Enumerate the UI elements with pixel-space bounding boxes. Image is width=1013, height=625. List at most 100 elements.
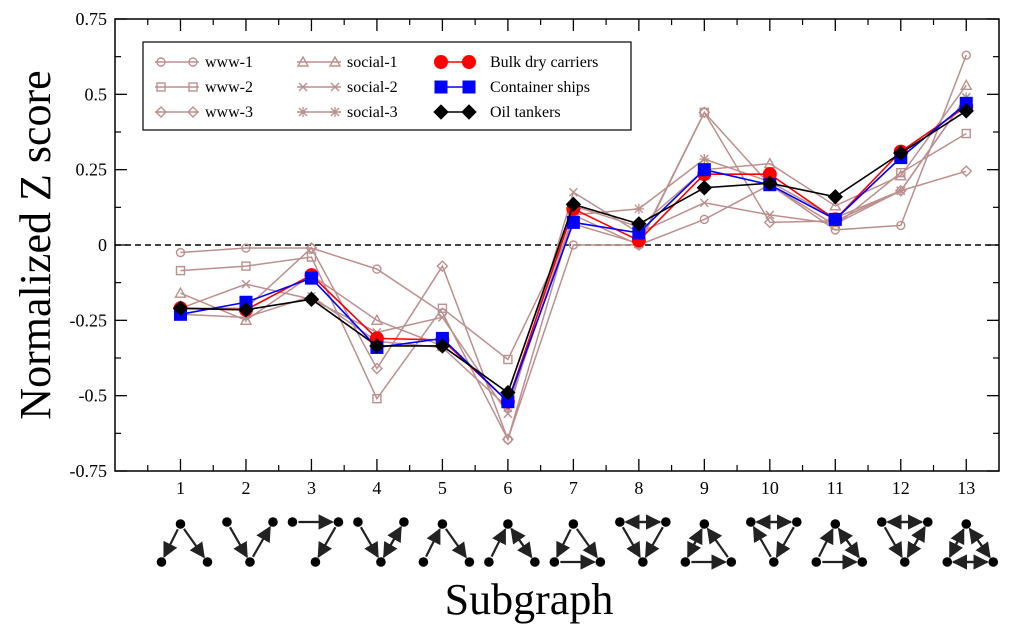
- data-point-social-2: [437, 312, 447, 322]
- motif-node: [549, 557, 560, 567]
- motif-edge: [252, 525, 271, 558]
- legend-label-container-ships: Container ships: [490, 79, 590, 96]
- x-tick-label: 10: [761, 478, 779, 498]
- x-tick-label: 3: [307, 478, 316, 498]
- motif-node: [156, 557, 167, 567]
- series-social-3: [175, 92, 972, 413]
- motif-edge: [752, 525, 772, 558]
- legend-marker-oil-tankers: [461, 104, 477, 120]
- subgraph-motif-icons: [156, 514, 999, 570]
- motif-node: [680, 557, 691, 567]
- x-tick-label: 1: [176, 478, 185, 498]
- motif-edge: [621, 526, 641, 559]
- data-point-social-1: [370, 313, 384, 326]
- legend-label-www-2: www-2: [205, 79, 253, 96]
- legend-label-social-1: social-1: [347, 54, 398, 71]
- series-social-2: [175, 92, 971, 419]
- x-axis-label: Subgraph: [445, 575, 614, 624]
- data-point-www-2: [372, 393, 382, 404]
- legend-marker-bulk-dry-carriers: [434, 55, 448, 69]
- series-line-www-2: [180, 111, 967, 401]
- motif-node: [287, 517, 298, 527]
- legend: www-1 www-2 www-3 social-1 social-2 social-3 B…: [142, 41, 632, 131]
- data-point-www-2: [699, 107, 710, 118]
- legend-marker-www-1: [188, 57, 198, 67]
- data-point-social-2: [699, 198, 709, 208]
- data-point-www-3: [501, 433, 514, 446]
- motif-node: [418, 557, 429, 567]
- series-line-container-ships: [180, 102, 967, 404]
- motif-edge: [775, 526, 795, 559]
- series-container-ships: [173, 96, 973, 409]
- x-tick-label: 2: [241, 478, 250, 498]
- legend-marker-social-3: [298, 107, 308, 117]
- motif-edge: [490, 527, 507, 558]
- motif-edge: [883, 526, 903, 559]
- data-point-www-2: [896, 167, 906, 178]
- motif-4: [353, 517, 409, 567]
- x-tick-label: 7: [569, 478, 578, 498]
- x-tick-label: 5: [438, 478, 447, 498]
- motif-node: [792, 517, 802, 527]
- motif-edge: [317, 526, 337, 559]
- motif-1: [156, 519, 213, 567]
- data-point-oil-tankers: [893, 145, 909, 161]
- motif-node: [769, 557, 779, 567]
- motif-node: [399, 517, 409, 527]
- legend-marker-oil-tankers: [433, 104, 449, 120]
- y-tick-label: 0.25: [76, 160, 108, 180]
- data-point-social-2: [765, 210, 775, 220]
- motif-node: [437, 519, 448, 529]
- data-point-oil-tankers: [369, 338, 385, 354]
- motif-node: [746, 517, 756, 527]
- data-point-oil-tankers: [565, 196, 582, 213]
- series-line-bulk-dry-carriers: [180, 105, 967, 404]
- motif-3: [287, 514, 344, 567]
- motif-7: [549, 519, 606, 570]
- x-axis-ticks: 1 2 3 4 5 6 7 8 9 10 11 12 13: [147, 19, 975, 498]
- series-bulk-dry-carriers: [173, 99, 974, 409]
- series-www-3: [174, 106, 973, 446]
- data-point-www-1: [503, 434, 513, 445]
- legend-marker-www-3: [187, 106, 199, 118]
- motif-node: [899, 557, 910, 567]
- legend-marker-www-2: [156, 82, 166, 92]
- y-axis-ticks: -0.75 -0.5 -0.25 0 0.25 0.5 0.75: [70, 9, 999, 481]
- legend-marker-social-1: [328, 55, 342, 67]
- series-www-2: [175, 107, 971, 404]
- data-point-www-1: [961, 50, 971, 60]
- motif-node: [661, 517, 671, 527]
- data-point-www-2: [503, 354, 513, 365]
- legend-marker-www-1: [156, 57, 166, 67]
- motif-node: [530, 557, 540, 567]
- motif-node: [310, 557, 321, 567]
- x-tick-label: 6: [503, 478, 512, 498]
- legend-marker-bulk-dry-carriers: [462, 55, 476, 69]
- legend-label-social-2: social-2: [347, 79, 398, 96]
- data-point-www-3: [305, 242, 318, 255]
- x-tick-label: 4: [372, 478, 381, 498]
- series-line-social-3: [180, 96, 967, 410]
- motif-9: [680, 519, 737, 570]
- x-tick-label: 9: [700, 478, 709, 498]
- motif-node: [922, 517, 933, 527]
- motif-node: [222, 517, 232, 527]
- x-tick-label: 13: [957, 478, 975, 498]
- data-point-oil-tankers: [434, 338, 451, 354]
- motif-node: [376, 557, 386, 567]
- motif-edge: [183, 528, 205, 559]
- data-point-www-3: [960, 165, 973, 178]
- series-layer: [172, 50, 974, 446]
- data-point-www-1: [306, 243, 317, 253]
- legend-label-www-1: www-1: [205, 54, 253, 71]
- data-point-oil-tankers: [500, 384, 516, 401]
- motif-node: [484, 557, 494, 567]
- y-tick-label: 0.75: [76, 9, 108, 29]
- data-point-container-ships: [304, 271, 318, 285]
- data-point-www-2: [175, 265, 186, 276]
- legend-marker-social-2: [330, 82, 340, 92]
- x-tick-label: 11: [827, 478, 844, 498]
- data-point-www-1: [568, 240, 579, 250]
- motif-edge: [687, 527, 703, 558]
